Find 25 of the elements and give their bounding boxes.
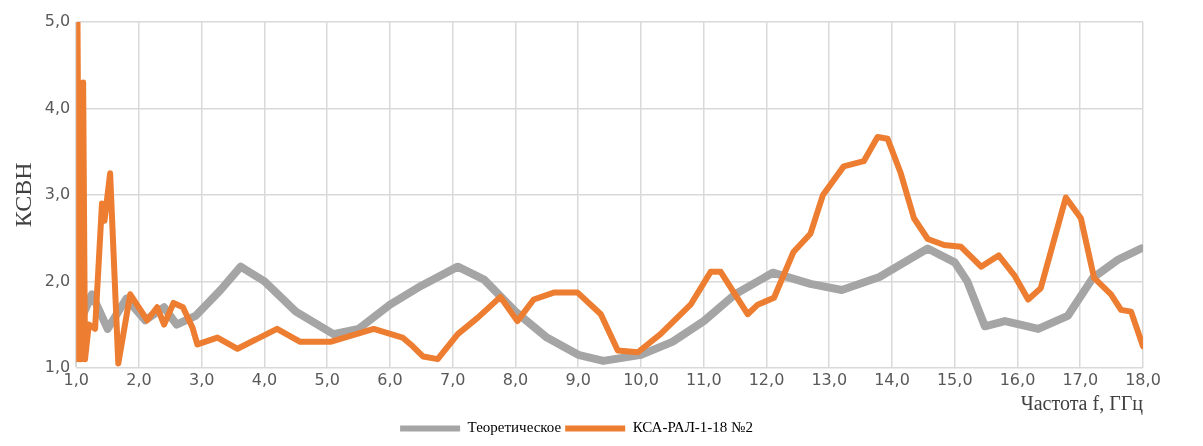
x-axis-title: Частота f, ГГц: [1020, 392, 1144, 416]
x-tick-label: 15,0: [936, 369, 973, 389]
x-tick-label: 7,0: [440, 369, 466, 389]
x-tick-label: 8,0: [502, 369, 529, 389]
legend-label: Теоретическое: [467, 419, 562, 436]
x-tick-label: 17,0: [1062, 369, 1099, 389]
y-tick-label: 3,0: [44, 184, 71, 204]
x-tick-label: 18,0: [1125, 369, 1161, 389]
x-tick-label: 12,0: [748, 369, 785, 389]
x-tick-label: 16,0: [999, 369, 1036, 389]
y-axis-title: КСВН: [9, 162, 36, 228]
x-tick-label: 3,0: [189, 369, 215, 389]
x-tick-label: 9,0: [565, 369, 591, 389]
x-tick-label: 11,0: [685, 369, 722, 389]
x-tick-label: 14,0: [874, 369, 910, 389]
x-tick-label: 2,0: [126, 369, 152, 389]
y-tick-label: 4,0: [44, 97, 71, 117]
x-tick-label: 10,0: [623, 369, 659, 389]
x-tick-label: 4,0: [251, 369, 278, 389]
legend-label: КСА-РАЛ-1-18 №2: [632, 419, 753, 436]
x-tick-label: 6,0: [377, 369, 403, 389]
y-tick-label: 2,0: [44, 270, 71, 290]
y-tick-label: 5,0: [44, 11, 71, 31]
x-tick-label: 5,0: [314, 369, 340, 389]
x-tick-label: 13,0: [811, 369, 848, 389]
